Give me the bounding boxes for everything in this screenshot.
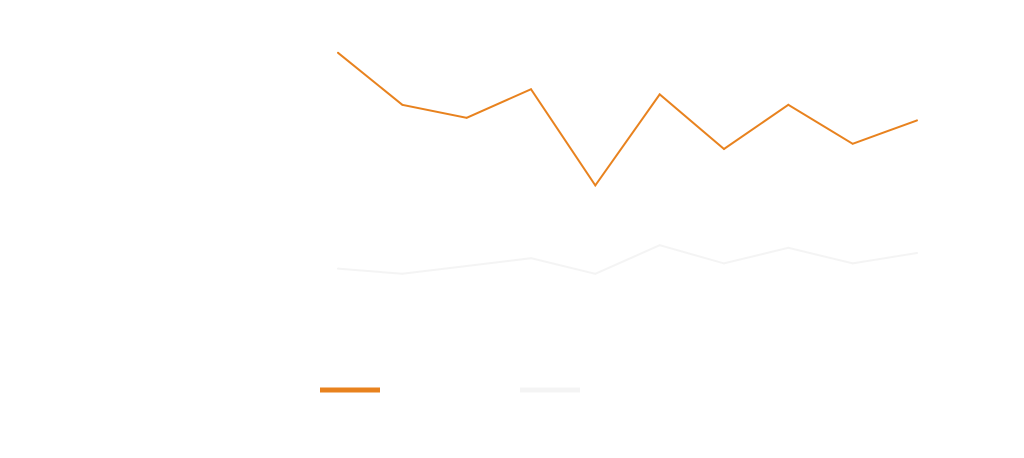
- data-point-s2-4: [530, 257, 532, 260]
- data-point-s2-9: [851, 262, 854, 265]
- data-point-s2-8: [787, 246, 790, 249]
- data-point-s1-8: [787, 103, 790, 106]
- data-point-s1-7: [723, 148, 725, 150]
- data-point-s2-10: [916, 252, 918, 254]
- data-point-s1-1: [337, 51, 339, 54]
- series-layer: [337, 51, 918, 275]
- data-point-s2-3: [465, 265, 468, 267]
- data-point-s1-5: [594, 184, 597, 187]
- data-point-s2-1: [337, 267, 339, 270]
- data-point-s2-7: [723, 262, 725, 265]
- data-point-s2-5: [594, 272, 597, 275]
- data-point-s1-4: [530, 88, 532, 91]
- data-point-s1-3: [465, 116, 468, 119]
- data-point-s1-2: [401, 103, 404, 106]
- data-point-s1-10: [916, 119, 918, 122]
- data-point-s1-6: [658, 93, 661, 96]
- data-point-s1-9: [851, 142, 854, 145]
- data-point-s2-2: [401, 272, 404, 275]
- data-point-s2-6: [658, 244, 661, 247]
- series-line-1: [337, 52, 918, 188]
- series-line-2: [337, 244, 918, 275]
